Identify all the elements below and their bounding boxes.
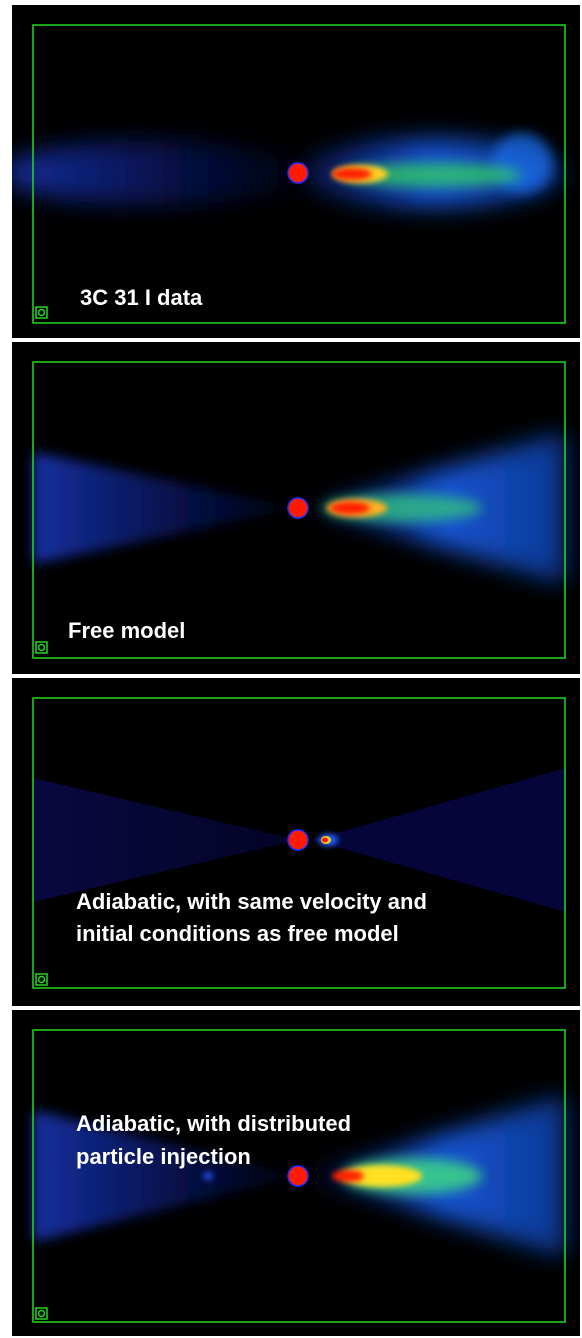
panel: Adiabatic, with same velocity and initia… [12, 678, 580, 1006]
icon [36, 307, 47, 318]
panel-label: initial conditions as free model [76, 921, 399, 946]
panel-label: particle injection [76, 1144, 251, 1169]
panel-label: 3C 31 I data [80, 285, 203, 310]
jet-image [33, 432, 565, 584]
icon [36, 642, 47, 653]
panel-label: Free model [68, 618, 185, 643]
panel: 3C 31 I data [12, 5, 580, 338]
page: 3C 31 I data Free model Adiabatic, with … [0, 0, 582, 1338]
jet-image [12, 133, 562, 207]
panel: Free model [12, 342, 580, 674]
icon [36, 1308, 47, 1319]
panel-label: Adiabatic, with same velocity and [76, 889, 427, 914]
icon [36, 974, 47, 985]
panel: Adiabatic, with distributed particle inj… [12, 1010, 580, 1336]
panel-label: Adiabatic, with distributed [76, 1111, 351, 1136]
